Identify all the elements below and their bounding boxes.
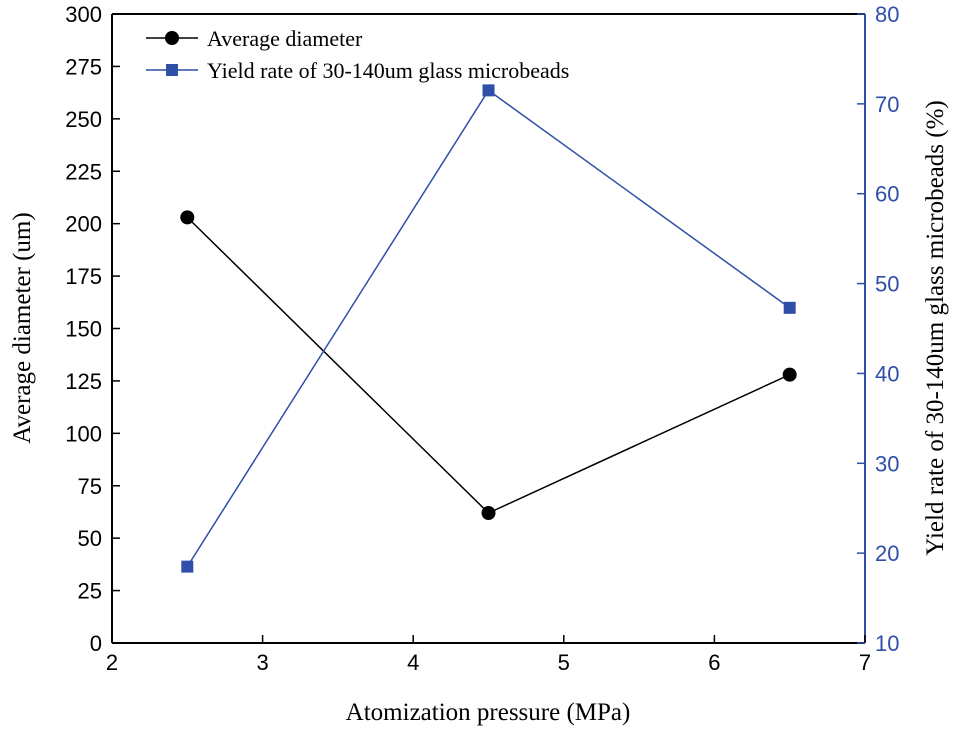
- y-left-tick-label: 75: [78, 474, 102, 499]
- y-left-tick-label: 125: [65, 369, 102, 394]
- legend-marker-circle: [165, 31, 179, 45]
- y-left-tick-label: 250: [65, 107, 102, 132]
- point-yield-rate: [783, 301, 796, 314]
- y-left-tick-label: 0: [90, 631, 102, 656]
- y-right-tick-label: 60: [875, 182, 899, 207]
- legend-label-yield-rate: Yield rate of 30-140um glass microbeads: [207, 58, 569, 83]
- point-average-diameter: [180, 210, 195, 225]
- y-left-tick-label: 50: [78, 526, 102, 551]
- y-right-tick-label: 70: [875, 92, 899, 117]
- legend: Average diameter Yield rate of 30-140um …: [146, 26, 569, 83]
- y-left-tick-label: 100: [65, 421, 102, 446]
- y-axis-left-ticks: 0 25 50 75 100 125 150 175 200 225 250 275 300: [65, 2, 120, 656]
- point-yield-rate: [181, 560, 194, 573]
- y-left-tick-label: 300: [65, 2, 102, 27]
- x-tick-label: 2: [106, 650, 118, 675]
- y-right-tick-label: 40: [875, 361, 899, 386]
- legend-marker-square: [166, 64, 178, 76]
- y-left-tick-label: 175: [65, 264, 102, 289]
- y-axis-right-title: Yield rate of 30-140um glass microbeads …: [922, 100, 949, 555]
- data-markers: [180, 84, 797, 573]
- y-left-tick-label: 225: [65, 159, 102, 184]
- y-right-tick-label: 10: [875, 631, 899, 656]
- y-right-tick-label: 80: [875, 2, 899, 27]
- x-axis-ticks: 2 3 4 5 6 7: [106, 635, 871, 675]
- legend-label-average-diameter: Average diameter: [207, 26, 363, 51]
- y-axis-right-ticks: 10 20 30 40 50 60 70 80: [857, 2, 899, 656]
- series-line-average-diameter: [186, 216, 791, 514]
- y-right-tick-label: 20: [875, 541, 899, 566]
- x-axis-title: Atomization pressure (MPa): [346, 699, 631, 726]
- y-right-tick-label: 50: [875, 272, 899, 297]
- x-tick-label: 5: [558, 650, 570, 675]
- x-tick-label: 6: [708, 650, 720, 675]
- x-tick-label: 7: [859, 650, 871, 675]
- point-yield-rate: [482, 84, 495, 97]
- y-left-tick-label: 150: [65, 317, 102, 342]
- y-right-tick-label: 30: [875, 451, 899, 476]
- point-average-diameter: [782, 367, 797, 382]
- point-average-diameter: [481, 506, 496, 521]
- series-line-yield-rate: [186, 89, 791, 568]
- y-left-tick-label: 25: [78, 579, 102, 604]
- y-left-tick-label: 275: [65, 54, 102, 79]
- x-tick-label: 3: [256, 650, 268, 675]
- y-left-tick-label: 200: [65, 212, 102, 237]
- x-tick-label: 4: [407, 650, 419, 675]
- y-axis-left-title: Average diameter (um): [9, 212, 36, 443]
